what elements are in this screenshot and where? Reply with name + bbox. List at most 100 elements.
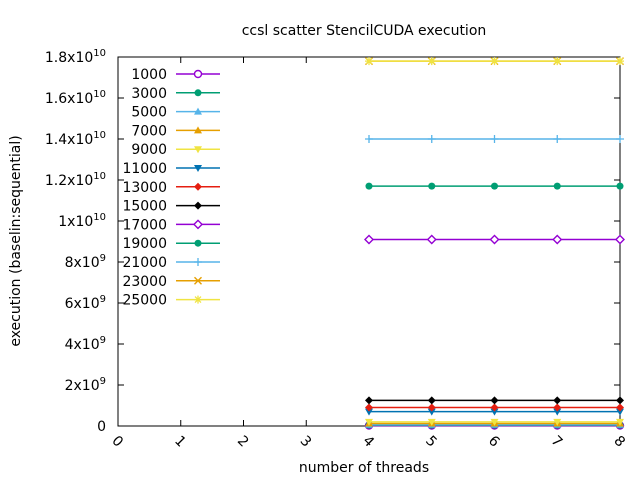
data-point: [365, 182, 373, 190]
legend-item-23000: 23000: [122, 274, 220, 290]
data-point: [616, 135, 624, 143]
series-21000: [365, 135, 624, 143]
y-tick-label: 0: [97, 419, 106, 435]
data-point: [365, 396, 373, 405]
data-point: [616, 57, 624, 66]
legend-item-21000: 21000: [122, 255, 220, 271]
data-point: [616, 403, 624, 412]
data-point: [616, 396, 624, 405]
legend-marker: [194, 276, 202, 285]
data-point: [365, 418, 373, 426]
series-17000: [364, 234, 625, 245]
series-11000: [365, 408, 624, 416]
legend-marker: [193, 69, 203, 79]
legend-item-9000: 9000: [131, 142, 220, 158]
series-19000: [365, 182, 624, 190]
y-tick-label: 2x109: [65, 376, 106, 394]
y-axis: 0 2x109 4x109 6x109 8x109 1x1010 1.2x1010 1.4x1…: [45, 48, 620, 435]
data-point: [490, 135, 499, 143]
data-point: [364, 234, 374, 245]
y-tick-label: 4x109: [65, 335, 106, 353]
series-15000: [365, 396, 624, 405]
legend-label: 19000: [122, 236, 167, 252]
x-tick-label: 7: [548, 433, 566, 451]
legend-label: 11000: [122, 161, 167, 177]
x-tick-label: 4: [359, 433, 377, 451]
data-point: [616, 418, 624, 426]
legend-label: 23000: [122, 274, 167, 290]
legend-label: 17000: [122, 217, 167, 233]
legend-item-13000: 13000: [122, 180, 220, 196]
y-tick-label: 1.6x1010: [45, 89, 106, 107]
y-tick-label: 6x109: [65, 294, 106, 312]
legend-marker: [194, 146, 202, 154]
data-point: [489, 234, 500, 245]
legend-marker: [194, 258, 202, 266]
data-point: [616, 182, 624, 190]
x-tick-label: 0: [108, 433, 126, 451]
data-point: [427, 418, 436, 426]
legend-marker: [194, 295, 202, 304]
data-point: [553, 182, 561, 190]
legend-label: 9000: [131, 142, 167, 158]
data-point: [490, 57, 499, 66]
data-point: [490, 403, 499, 412]
legend-label: 13000: [122, 180, 167, 196]
x-axis: 0 1 2 3 4 5 6 7 8: [108, 57, 628, 451]
x-axis-label: number of threads: [299, 460, 429, 476]
legend-item-17000: 17000: [122, 217, 220, 233]
legend-item-3000: 3000: [131, 86, 220, 102]
legend-label: 15000: [122, 199, 167, 215]
legend-item-11000: 11000: [122, 161, 220, 177]
data-point: [427, 57, 436, 66]
legend-item-1000: 1000: [131, 67, 220, 83]
data-point: [553, 408, 562, 416]
x-tick-label: 2: [234, 433, 252, 451]
data-point: [491, 182, 498, 190]
legend-item-19000: 19000: [122, 236, 220, 252]
series-13000: [365, 403, 624, 412]
data-point: [616, 408, 624, 416]
y-tick-label: 1.2x1010: [45, 171, 106, 189]
data-point: [365, 403, 373, 412]
legend-marker: [194, 239, 202, 247]
legend-item-15000: 15000: [122, 199, 220, 215]
legend-label: 3000: [131, 86, 167, 102]
legend-label: 25000: [122, 293, 167, 309]
y-tick-label: 8x109: [65, 253, 106, 271]
legend-marker: [193, 219, 203, 230]
data-point: [553, 403, 562, 412]
legend-label: 21000: [122, 255, 167, 271]
y-tick-label: 1.4x1010: [45, 130, 106, 148]
y-tick-label: 1x1010: [58, 212, 106, 230]
data-point: [490, 408, 499, 416]
legend-marker: [194, 201, 202, 210]
legend-item-25000: 25000: [122, 293, 220, 309]
data-point: [553, 135, 562, 143]
data-point: [426, 234, 437, 245]
series-group: [364, 57, 625, 430]
legend-marker: [194, 182, 202, 191]
legend-label: 1000: [131, 67, 167, 83]
data-point: [365, 135, 373, 143]
series-25000: [365, 57, 624, 66]
data-point: [365, 408, 373, 416]
series-9000: [365, 418, 624, 426]
chart-title: ccsl scatter StencilCUDA execution: [242, 23, 487, 39]
data-point: [365, 57, 373, 66]
data-point: [427, 135, 436, 143]
legend-marker: [194, 89, 202, 97]
data-point: [490, 396, 499, 405]
y-tick-label: 1.8x1010: [45, 48, 106, 66]
data-point: [428, 182, 436, 190]
legend-label: 7000: [131, 123, 167, 139]
data-point: [553, 418, 562, 426]
data-point: [552, 234, 563, 245]
legend: 1000 3000 5000 7000 9000 11000 13000 15000 17000…: [122, 67, 220, 309]
data-point: [615, 234, 625, 245]
x-tick-label: 1: [171, 433, 189, 451]
legend-marker: [194, 126, 202, 134]
legend-item-5000: 5000: [131, 105, 220, 121]
data-point: [427, 403, 436, 412]
y-axis-label: execution (baselin:sequential): [8, 135, 24, 346]
